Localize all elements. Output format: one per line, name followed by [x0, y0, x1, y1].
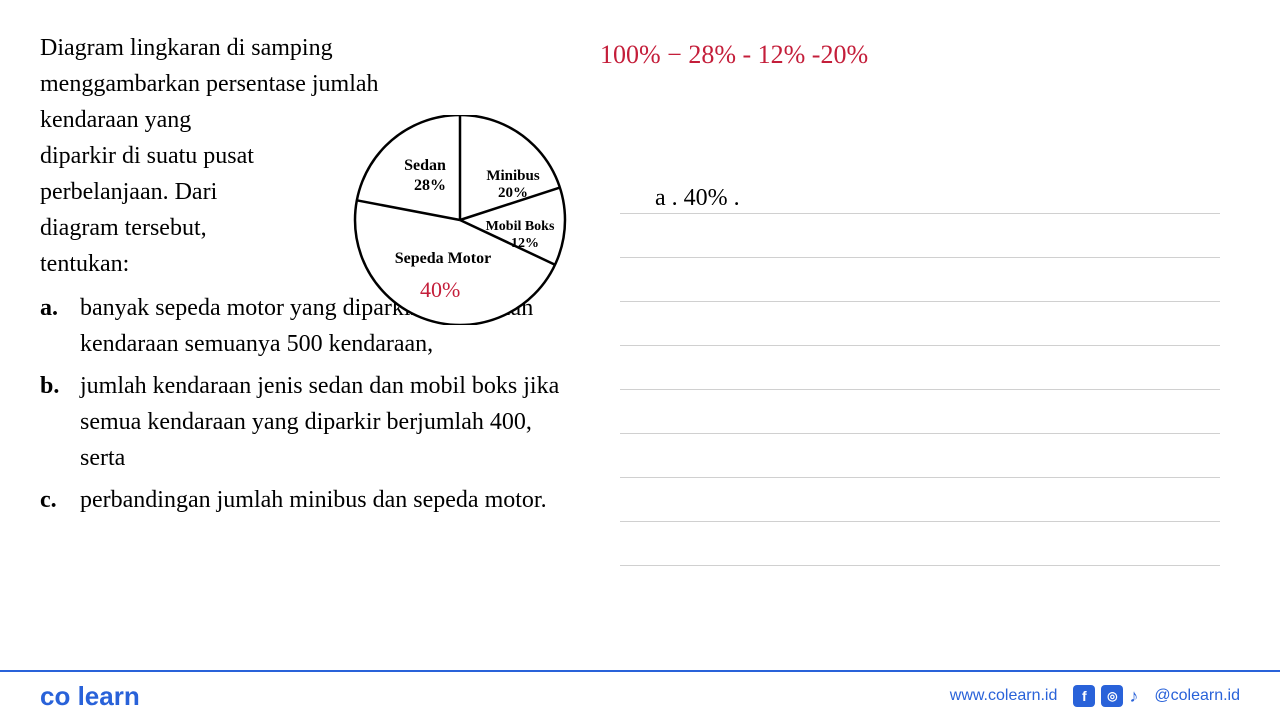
slice-label-mobilboks: Mobil Boks [486, 219, 555, 234]
slice-pct-mobilboks: 12% [511, 236, 539, 251]
intro-line-1: Diagram lingkaran di samping [40, 30, 580, 66]
list-content-b: jumlah kendaraan jenis sedan dan mobil b… [80, 368, 580, 476]
content-area: Diagram lingkaran di samping menggambark… [0, 0, 1280, 670]
footer-handle: @colearn.id [1154, 687, 1240, 705]
ruled-line [620, 478, 1220, 522]
list-label-b: b. [40, 368, 80, 476]
list-item: c. perbandingan jumlah minibus dan seped… [40, 482, 580, 518]
problem-panel: Diagram lingkaran di samping menggambark… [0, 0, 600, 670]
list-label-c: c. [40, 482, 80, 518]
ruled-line [620, 214, 1220, 258]
list-label-a: a. [40, 290, 80, 362]
slice-label-sedan: Sedan [404, 157, 446, 174]
slice-pct-sedan: 28% [414, 177, 446, 194]
list-item: b. jumlah kendaraan jenis sedan dan mobi… [40, 368, 580, 476]
intro-line-7: tentukan: [40, 246, 330, 282]
ruled-line [620, 434, 1220, 478]
ruled-lines [620, 170, 1220, 566]
ruled-line [620, 258, 1220, 302]
footer-right: www.colearn.id f ◎ ♪ @colearn.id [950, 685, 1240, 707]
facebook-icon: f [1073, 685, 1095, 707]
ruled-line [620, 522, 1220, 566]
ruled-line [620, 302, 1220, 346]
instagram-icon: ◎ [1101, 685, 1123, 707]
social-icons: f ◎ ♪ [1073, 685, 1138, 707]
tiktok-icon: ♪ [1129, 686, 1138, 707]
intro-line-6: diagram tersebut, [40, 210, 330, 246]
ruled-line [620, 346, 1220, 390]
handwritten-answer-a: a . 40% . [655, 185, 740, 212]
footer-url: www.colearn.id [950, 687, 1058, 705]
list-content-c: perbandingan jumlah minibus dan sepeda m… [80, 482, 580, 518]
logo-learn: learn [78, 681, 140, 711]
intro-line-4: diparkir di suatu pusat [40, 138, 330, 174]
handwritten-calculation: 100% − 28% - 12% -20% [600, 40, 868, 70]
answer-panel: 100% − 28% - 12% -20% a . 40% . [600, 0, 1240, 670]
intro-line-3: kendaraan yang [40, 102, 330, 138]
logo-co: co [40, 681, 70, 711]
handwritten-40-percent: 40% [420, 277, 460, 303]
intro-line-2: menggambarkan persentase jumlah [40, 66, 580, 102]
slice-pct-minibus: 20% [498, 185, 528, 201]
slice-label-minibus: Minibus [486, 168, 540, 184]
ruled-line [620, 390, 1220, 434]
pie-chart: Sedan 28% Minibus 20% Mobil Boks 12% Sep… [335, 115, 585, 325]
intro-line-5: perbelanjaan. Dari [40, 174, 330, 210]
footer: co learn www.colearn.id f ◎ ♪ @colearn.i… [0, 670, 1280, 720]
logo: co learn [40, 681, 140, 712]
slice-label-sepedamotor: Sepeda Motor [395, 250, 491, 267]
